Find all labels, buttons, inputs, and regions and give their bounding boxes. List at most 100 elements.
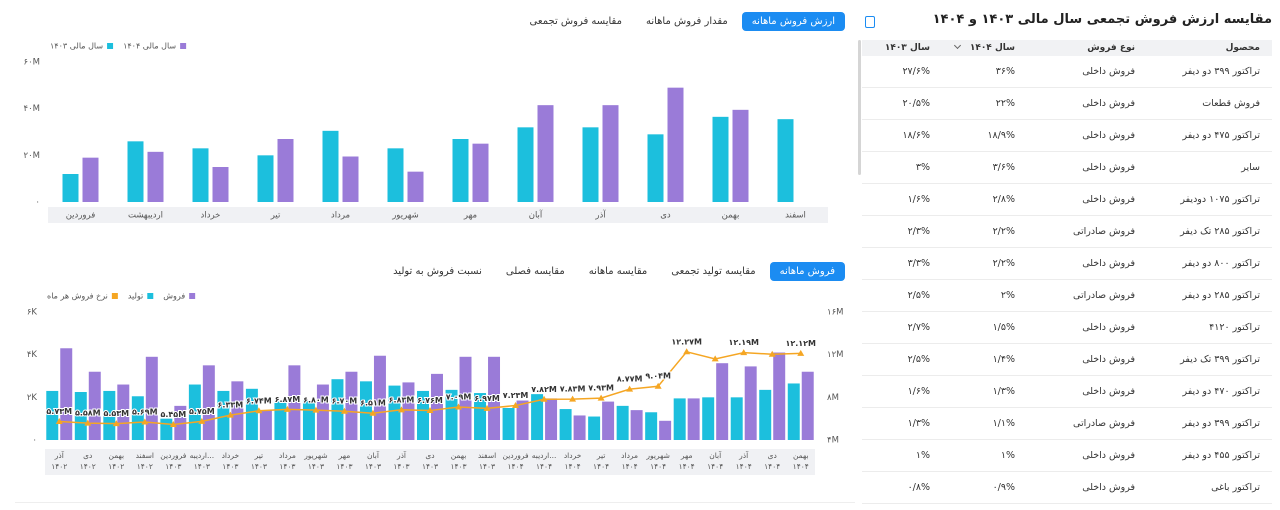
table-cell: ۱/۳%	[942, 375, 1027, 408]
tab[interactable]: ارزش فروش ماهانه	[741, 12, 845, 31]
y-tick-label: ۴۰M	[24, 104, 40, 114]
x-tick-label: خرداد	[564, 451, 582, 460]
column-header: سال ۱۴۰۴	[942, 40, 1027, 56]
table-cell: ۱/۶%	[862, 183, 942, 216]
export-icon[interactable]	[865, 16, 875, 28]
tab[interactable]: نسبت فروش به تولید	[393, 266, 482, 277]
x-tick-label: ۱۴۰۴	[736, 462, 752, 471]
legend-swatch	[147, 293, 154, 299]
table-row: سایر فروش داخلی ۳/۶% ۳%	[862, 151, 1272, 184]
line-marker	[540, 395, 548, 402]
table-cell: ۱/۱%	[942, 407, 1027, 440]
line-marker	[426, 407, 434, 414]
bar	[712, 116, 729, 202]
bar	[231, 381, 244, 440]
table-cell: ۱۸/۹%	[942, 119, 1027, 152]
tab[interactable]: مقایسه تولید تجمعی	[671, 266, 756, 277]
table-cell: فروش داخلی	[1027, 247, 1147, 280]
bar	[716, 363, 729, 440]
bar	[117, 384, 130, 440]
x-tick-label: بهمن	[108, 451, 124, 460]
x-tick-label: ۱۴۰۴	[593, 462, 609, 471]
x-tick-label: شهریور	[391, 211, 419, 221]
y-tick-label: ۲۰M	[24, 151, 40, 161]
table-cell: فروش صادراتی	[1027, 279, 1147, 312]
data-label: ۷.۸۳M	[560, 385, 586, 394]
tab[interactable]: مقایسه فصلی	[505, 266, 565, 277]
table-cell: فروش قطعات	[1147, 87, 1272, 120]
table-cell: تراکتور ۴۷۵ دو دیفر	[1147, 119, 1272, 152]
line-marker	[169, 421, 177, 428]
table-row: تراکتور ۴۷۰ دو دیفر فروش داخلی ۱/۳% ۱/۶%	[862, 375, 1272, 408]
bar	[322, 130, 339, 202]
x-tick-label: ۱۴۰۴	[507, 462, 523, 471]
table-row: تراکتور ۴۱۲۰ فروش داخلی ۱/۵% ۲/۷%	[862, 311, 1272, 344]
bar	[744, 366, 757, 440]
line-marker	[198, 417, 206, 424]
table-cell: سایر	[1147, 151, 1272, 184]
table-cell: ۲۷/۶%	[862, 56, 942, 88]
tab[interactable]: مقدار فروش ماهانه	[645, 16, 728, 27]
x-tick-label: اردیبهشت	[128, 211, 163, 221]
data-label: ۵.۵۳M	[103, 409, 129, 418]
x-tick-label: مرداد	[621, 451, 638, 460]
bar	[616, 405, 629, 440]
tab[interactable]: مقایسه فروش تجمعی	[529, 16, 622, 27]
x-tick-label: ۱۴۰۳	[222, 462, 238, 471]
data-label: ۱۲.۲۷M	[671, 337, 702, 346]
bar	[217, 390, 230, 440]
bar	[732, 109, 749, 202]
x-tick-label: مرداد	[279, 451, 296, 460]
table-cell: ۱%	[862, 439, 942, 472]
line-marker	[255, 407, 263, 414]
table-cell: فروش داخلی	[1027, 56, 1147, 88]
legend-label: تولید	[128, 292, 143, 301]
line-marker	[626, 385, 634, 392]
data-label: ۶.۵۱M	[360, 399, 386, 408]
bar	[673, 398, 686, 440]
x-tick-label: ۱۴۰۳	[393, 462, 409, 471]
tab[interactable]: مقایسه ماهانه	[588, 266, 648, 277]
line-marker	[226, 411, 234, 418]
table-row: تراکتور ۴۵۵ دو دیفر فروش داخلی ۱% ۱%	[862, 439, 1272, 472]
bar	[407, 171, 424, 202]
table-cell: ۱۸/۶%	[862, 119, 942, 152]
table-cell: فروش داخلی	[1027, 439, 1147, 472]
bar	[212, 167, 229, 202]
bar	[331, 379, 344, 440]
bar	[274, 401, 287, 440]
sort-icon[interactable]	[953, 41, 961, 50]
table-cell: ۱/۵%	[942, 311, 1027, 344]
table-row: تراکتور ۸۰۰ دو دیفر فروش داخلی ۲/۲% ۳/۳%	[862, 247, 1272, 280]
x-tick-label: ۱۴۰۳	[308, 462, 324, 471]
top-tabs: ارزش فروش ماهانه مقدار فروش ماهانه مقایسه …	[520, 12, 845, 31]
x-axis-strip	[48, 207, 828, 223]
table-row: تراکتور ۴۷۵ دو دیفر فروش داخلی ۱۸/۹% ۱۸/۶%	[862, 119, 1272, 152]
tab[interactable]: فروش ماهانه	[769, 262, 845, 281]
x-tick-label: بهمن	[793, 451, 809, 460]
data-label: ۵.۶۹M	[132, 407, 158, 416]
table-cell: ۱/۶%	[862, 375, 942, 408]
line-marker	[55, 418, 63, 425]
y-tick-label: ۲K	[27, 393, 38, 403]
table-row: تراکتور ۳۹۹ دو دیفر فروش داخلی ۳۶% ۲۷/۶%	[862, 56, 1272, 88]
table-cell: ۰/۸%	[862, 471, 942, 504]
line-marker	[797, 349, 805, 356]
x-tick-label: فروردین	[66, 211, 96, 221]
bar	[88, 371, 101, 440]
bar	[387, 148, 404, 202]
x-tick-label: ۱۴۰۲	[51, 462, 67, 471]
bar	[517, 127, 534, 202]
table-panel: محصول نوع فروش سال ۱۴۰۴ سال ۱۴۰۳ تراکتور ۳۹…	[862, 40, 1272, 510]
x-tick-label: مهر	[463, 211, 477, 221]
bar	[82, 157, 99, 202]
data-label: ۶.۷۶M	[417, 396, 443, 405]
table-cell: ۳۶%	[942, 56, 1027, 88]
line-marker	[112, 420, 120, 427]
table-cell: ۱/۴%	[942, 343, 1027, 376]
x-tick-label: ۱۴۰۳	[422, 462, 438, 471]
bar	[787, 383, 800, 440]
bottom-tabs: فروش ماهانه مقایسه تولید تجمعی مقایسه ماها…	[383, 262, 845, 281]
scrollbar	[858, 40, 861, 175]
table-cell: ۳%	[862, 151, 942, 184]
